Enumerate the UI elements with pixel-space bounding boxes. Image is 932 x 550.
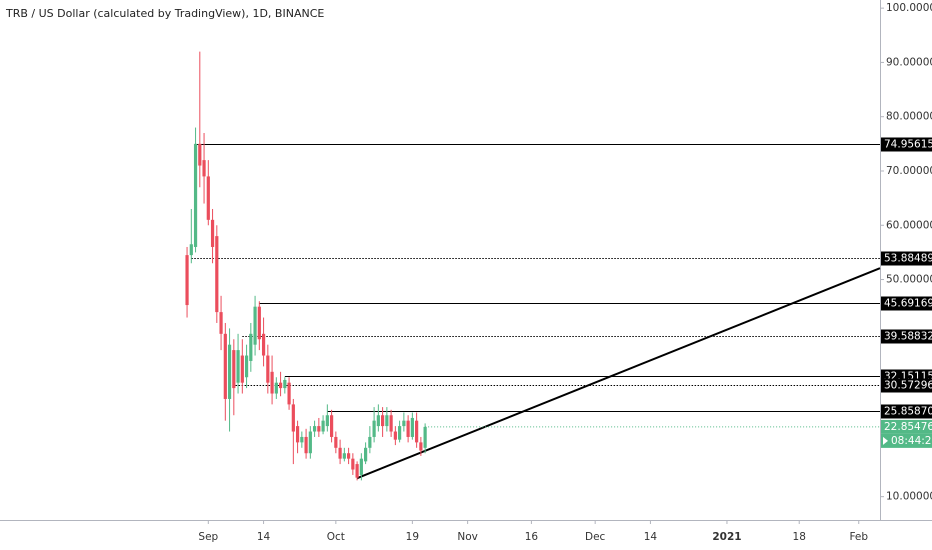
candle-body <box>249 333 253 361</box>
candle-body <box>317 426 321 432</box>
x-tick-label: 2021 <box>712 531 741 543</box>
candle-body <box>415 420 419 443</box>
candle-body <box>393 431 397 440</box>
x-tick-label: 14 <box>257 531 271 543</box>
y-tick-label: 90.000000 <box>886 56 932 68</box>
candle-body <box>232 350 236 389</box>
candle-body <box>283 379 287 389</box>
x-tick-label: Dec <box>585 531 606 543</box>
candle-body <box>368 436 372 448</box>
candle-body <box>189 244 193 256</box>
candle-body <box>325 415 329 427</box>
candle-body <box>274 382 278 394</box>
level-label-box <box>881 296 932 311</box>
level-label-box <box>881 404 932 419</box>
candle-body <box>381 415 385 427</box>
candle-body <box>376 415 380 427</box>
candle-body <box>423 426 427 448</box>
x-tick-label: 19 <box>406 531 419 543</box>
x-tick-label: 18 <box>793 531 806 543</box>
countdown-label: 08:44:21 <box>891 435 932 447</box>
candle-body <box>291 404 295 432</box>
candle-body <box>202 160 206 177</box>
level-label: 53.884896 <box>884 253 932 265</box>
candle-body <box>312 426 317 432</box>
candle-body <box>342 453 346 459</box>
x-tick-label: Feb <box>849 531 868 543</box>
x-tick-label: Oct <box>327 531 345 543</box>
candle-body <box>338 447 342 459</box>
candle-body <box>236 350 240 383</box>
candle-body <box>278 382 283 389</box>
x-tick-label: Sep <box>198 531 218 543</box>
countdown-icon <box>883 436 888 445</box>
countdown-box <box>881 433 932 448</box>
current-price-box <box>881 419 932 434</box>
candle-body <box>402 420 406 427</box>
candle-body <box>227 344 232 399</box>
candle-body <box>257 306 261 340</box>
candle-body <box>244 355 249 378</box>
candle-body <box>270 371 274 394</box>
candle-body <box>287 382 291 405</box>
candle-body <box>385 415 389 427</box>
level-label: 39.588328 <box>884 331 932 343</box>
candle-body <box>295 426 300 443</box>
candle-body <box>359 458 363 475</box>
level-label-box <box>881 329 932 344</box>
candle-body <box>215 236 219 313</box>
candle-body <box>261 333 266 356</box>
candle-body <box>346 453 351 459</box>
candle-body <box>185 255 189 306</box>
y-tick-label: 10.000000 <box>886 491 932 503</box>
level-label-box <box>881 137 932 152</box>
candle-body <box>406 420 410 437</box>
candle-body <box>193 143 198 247</box>
candle-body <box>410 417 414 437</box>
y-tick-label: 100.000000 <box>886 2 932 14</box>
level-label-box <box>881 378 932 393</box>
chart-title: TRB / US Dollar (calculated by TradingVi… <box>5 7 324 20</box>
y-tick-label: 60.000000 <box>886 219 932 231</box>
y-tick-label: 70.000000 <box>886 165 932 177</box>
level-label: 74.956153 <box>884 139 932 151</box>
candle-body <box>329 415 334 437</box>
candle-body <box>372 420 376 437</box>
current-price-label: 22.854761 <box>884 421 932 433</box>
x-tick-label: Nov <box>457 531 478 543</box>
level-label: 45.691690 <box>884 298 932 310</box>
candle-body <box>210 219 215 247</box>
candle-body <box>351 458 355 470</box>
y-tick-label: 80.000000 <box>886 111 932 123</box>
candle-body <box>206 176 210 220</box>
candle-body <box>389 415 393 432</box>
candle-body <box>300 436 304 443</box>
candle-body <box>355 464 359 478</box>
trendline <box>356 267 881 480</box>
x-tick-label: 16 <box>525 531 539 543</box>
candle-body <box>398 426 402 440</box>
candle-body <box>223 333 227 399</box>
candle-body <box>308 431 312 454</box>
candle-body <box>364 447 368 462</box>
candle-body <box>334 436 338 448</box>
level-label-box <box>881 251 932 266</box>
candle-body <box>198 143 202 166</box>
level-label: 25.858700 <box>884 406 932 418</box>
candle-body <box>266 355 270 383</box>
x-tick-label: 14 <box>644 531 658 543</box>
candle-body <box>219 312 223 334</box>
candle-body <box>253 306 257 345</box>
level-label: 30.572967 <box>884 380 932 392</box>
candle-body <box>321 420 325 432</box>
candle-body <box>240 355 244 383</box>
y-tick-label: 50.000000 <box>886 274 932 286</box>
candle-body <box>419 442 423 451</box>
candle-body <box>304 436 308 454</box>
